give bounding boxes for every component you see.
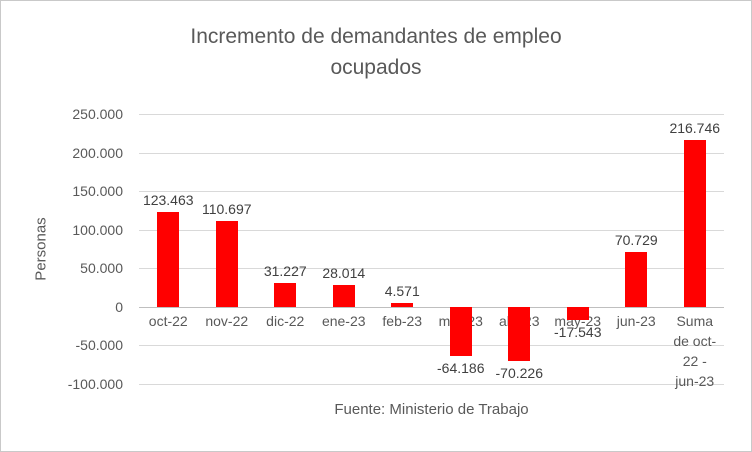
y-tick-label: 150.000	[72, 183, 123, 200]
bar-suma-de-oct-22-jun-23	[683, 139, 706, 307]
source-text: Fuente: Ministerio de Trabajo	[334, 401, 529, 418]
bar-mar-23	[449, 306, 472, 357]
bar-oct-22	[157, 211, 180, 307]
bar-may-23	[566, 306, 589, 321]
category-label-dic-22: dic-22	[266, 312, 305, 329]
category-label-oct-22: oct-22	[148, 312, 188, 329]
value-label-abr-23: -70.226	[495, 365, 543, 382]
bar-dic-22	[274, 282, 297, 307]
y-tick-label: -50.000	[75, 337, 123, 354]
gridline	[139, 229, 724, 231]
category-label-ene-23: ene-23	[321, 312, 366, 329]
value-label-may-23: -17.543	[554, 324, 602, 341]
category-label-nov-22: nov-22	[205, 312, 249, 329]
category-label-feb-23: feb-23	[382, 312, 423, 329]
bar-jun-23	[625, 252, 648, 307]
value-label-ene-23: 28.014	[322, 265, 366, 282]
y-axis-tick-labels: 250.000 200.000 150.000 100.000 50.000 0 -50.0…	[1, 106, 131, 392]
gridline	[139, 191, 724, 193]
bar-ene-23	[332, 285, 355, 307]
chart-title-line-1: Incremento de demandantes de empleo	[190, 25, 562, 48]
value-label-oct-22: 123.463	[142, 191, 194, 208]
y-tick-label: 250.000	[72, 106, 123, 122]
value-label-jun-23: 70.729	[614, 232, 658, 249]
x-axis-line	[139, 306, 724, 308]
value-label-nov-22: 110.697	[201, 201, 252, 218]
y-tick-label: 50.000	[80, 260, 123, 277]
bar-feb-23	[391, 303, 414, 307]
gridline	[139, 268, 724, 270]
y-tick-label: 0	[115, 298, 123, 315]
chart-title: Incremento de demandantes de empleo ocup…	[96, 21, 656, 83]
value-label-suma-de-oct-22-jun-23: 216.746	[669, 119, 721, 136]
y-tick-label: 200.000	[72, 144, 123, 161]
value-label-feb-23: 4.571	[384, 283, 420, 300]
y-tick-label: 100.000	[72, 221, 123, 238]
gridline	[139, 114, 724, 115]
bar-abr-23	[508, 306, 531, 362]
y-tick-label: -100.000	[67, 376, 123, 392]
bar-nov-22	[215, 221, 238, 307]
gridline	[139, 345, 724, 347]
plot-area: oct-22 123.463 nov-22 110.697 dic-22 31.227 en…	[139, 114, 724, 389]
value-label-mar-23: -64.186	[437, 360, 485, 377]
category-label-jun-23: jun-23	[616, 312, 656, 329]
value-label-dic-22: 31.227	[263, 262, 307, 279]
gridline	[139, 152, 724, 154]
category-label-suma-de-oct-22-jun-23: Suma de oct- 22 - jun-23	[673, 312, 717, 389]
chart-title-line-2: ocupados	[330, 56, 422, 79]
gridline	[139, 384, 724, 385]
category-label-may-23: may-23	[554, 312, 602, 329]
